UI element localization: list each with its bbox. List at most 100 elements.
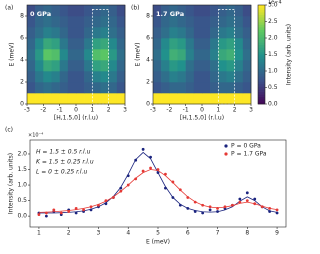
heat-cell xyxy=(59,82,69,94)
heat-cell xyxy=(210,82,219,94)
colorbar-segment xyxy=(258,96,265,100)
y-tick-label: 4 xyxy=(20,57,24,64)
heat-cell xyxy=(210,5,219,17)
heat-cell xyxy=(67,82,77,94)
colorbar-tick-label: 1.0 xyxy=(268,68,278,75)
heat-cell xyxy=(226,49,235,61)
y-tick-label: 0.5 xyxy=(17,197,27,204)
heat-cell xyxy=(92,5,101,17)
heat-cell xyxy=(242,49,252,61)
y-tick-label: 2 xyxy=(20,79,24,86)
heat-cell xyxy=(242,38,252,50)
heat-cell xyxy=(67,16,77,28)
heat-cell xyxy=(92,60,101,72)
data-point xyxy=(208,208,212,212)
y-offset-label: ×10⁻⁴ xyxy=(28,133,43,139)
heat-cell xyxy=(177,49,186,61)
heat-cell xyxy=(84,27,93,39)
heat-cell xyxy=(108,60,118,72)
y-tick-label: 0 xyxy=(146,101,150,108)
heat-cell xyxy=(59,38,69,50)
heat-cell xyxy=(193,71,203,83)
heat-cell xyxy=(169,5,178,17)
heat-cell xyxy=(210,16,219,28)
heat-cell xyxy=(177,27,186,39)
data-point xyxy=(89,205,93,209)
heat-cell xyxy=(169,93,178,105)
data-point xyxy=(178,203,182,207)
x-tick-label: 1 xyxy=(90,107,94,114)
x-tick-label: -3 xyxy=(150,107,156,114)
heat-cell xyxy=(161,49,170,61)
heat-cell xyxy=(234,49,244,61)
heat-cell xyxy=(43,38,52,50)
heat-cell xyxy=(242,60,252,72)
colorbar-segment xyxy=(258,66,265,70)
heat-cell xyxy=(67,38,77,50)
heat-cell xyxy=(218,16,227,28)
x-tick-label: 0 xyxy=(74,107,78,114)
x-tick-label: -1 xyxy=(183,107,189,114)
colorbar-tick-label: 0.5 xyxy=(268,84,278,91)
heat-cell xyxy=(116,49,126,61)
x-tick-label: 3 xyxy=(249,107,253,114)
data-point xyxy=(231,203,234,207)
heat-cell xyxy=(193,93,203,105)
heat-cell xyxy=(43,27,52,39)
colorbar-segment xyxy=(258,32,265,35)
data-point xyxy=(245,191,249,195)
heat-cell xyxy=(185,71,195,83)
colorbar-segment xyxy=(258,89,265,92)
y-tick-label: 6 xyxy=(146,35,150,42)
heat-cell xyxy=(84,60,93,72)
data-point xyxy=(171,196,175,199)
heat-cell xyxy=(226,60,235,72)
heat-cell xyxy=(161,71,170,83)
heat-cell xyxy=(67,60,77,72)
colorbar-segment xyxy=(258,5,265,8)
heat-cell xyxy=(67,49,77,61)
heat-cell xyxy=(153,5,162,17)
heat-cell xyxy=(92,82,101,94)
heat-cell xyxy=(100,82,109,94)
data-point xyxy=(268,206,272,210)
y-axis-title: E (meV) xyxy=(135,42,142,66)
heat-cell xyxy=(169,71,178,83)
heat-cell xyxy=(116,16,126,28)
data-point xyxy=(134,158,138,162)
heat-cell xyxy=(234,60,244,72)
heat-cell xyxy=(161,60,170,72)
colorbar-segment xyxy=(258,79,265,83)
data-point xyxy=(253,197,257,201)
heat-cell xyxy=(35,71,44,83)
heat-cell xyxy=(234,93,244,105)
heat-cell xyxy=(35,93,44,105)
heat-cell xyxy=(27,82,36,94)
colorbar-segment xyxy=(258,12,265,16)
x-axis-title: [H,1.5,0] (r.l.u) xyxy=(180,115,224,122)
heat-cell xyxy=(193,16,203,28)
heat-cell xyxy=(116,38,126,50)
data-point xyxy=(82,208,85,212)
heat-cell xyxy=(116,71,126,83)
heat-cell xyxy=(193,38,203,50)
heat-cell xyxy=(153,38,162,50)
heat-cell xyxy=(27,71,36,83)
x-tick-label: 4 xyxy=(126,230,130,237)
heat-cell xyxy=(169,82,178,94)
heat-cell xyxy=(202,16,211,28)
heat-cell xyxy=(51,82,60,94)
heat-cell xyxy=(242,71,252,83)
heat-cell xyxy=(35,49,44,61)
heat-cell xyxy=(84,49,93,61)
heat-cell xyxy=(35,27,44,39)
x-tick-label: -1 xyxy=(57,107,63,114)
heat-cell xyxy=(218,49,227,61)
heat-cell xyxy=(210,60,219,72)
heat-cell xyxy=(92,49,101,61)
colorbar-segment xyxy=(258,49,265,53)
data-point xyxy=(268,210,272,213)
colorbar-segment xyxy=(258,99,265,102)
colorbar-title: Intensity (arb. units) xyxy=(286,24,293,85)
heat-cell xyxy=(226,27,235,39)
